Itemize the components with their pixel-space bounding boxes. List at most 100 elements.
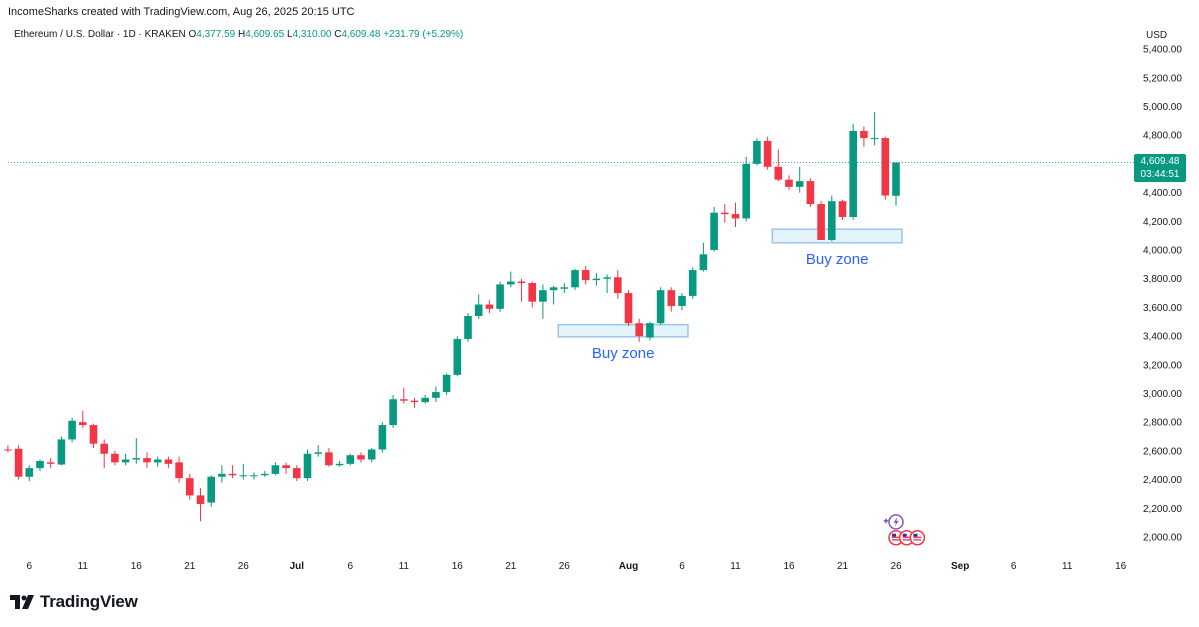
candle[interactable] [389, 394, 397, 428]
candle[interactable] [464, 313, 472, 342]
candle-body [806, 181, 815, 205]
candle[interactable] [507, 271, 515, 288]
candle[interactable] [143, 452, 151, 469]
us-flag-stripe [913, 539, 922, 541]
candle[interactable] [79, 410, 87, 428]
candle[interactable] [303, 449, 312, 482]
candle[interactable] [25, 465, 34, 482]
candle[interactable] [721, 204, 729, 223]
high-label: H [238, 29, 246, 40]
candle[interactable] [485, 300, 494, 314]
candle[interactable] [688, 267, 697, 299]
candle[interactable] [699, 242, 708, 272]
candle[interactable] [678, 293, 686, 311]
candle[interactable] [68, 417, 76, 443]
candle[interactable] [742, 156, 750, 222]
buy-zone-box[interactable] [771, 228, 903, 244]
candle[interactable] [560, 283, 569, 294]
candle[interactable] [731, 202, 740, 228]
candle[interactable] [228, 465, 237, 479]
candle[interactable] [46, 458, 55, 469]
candle[interactable] [528, 281, 536, 308]
candle[interactable] [239, 463, 248, 480]
candle[interactable] [335, 460, 344, 467]
candle[interactable] [881, 136, 890, 200]
candle[interactable] [400, 387, 408, 404]
currency-label[interactable]: USD [1146, 30, 1168, 41]
candle[interactable] [89, 423, 98, 449]
candle[interactable] [432, 386, 440, 403]
candle[interactable] [474, 294, 483, 319]
candle[interactable] [207, 475, 215, 507]
candle[interactable] [517, 278, 526, 302]
candle[interactable] [860, 126, 868, 147]
candle[interactable] [549, 285, 558, 305]
candle[interactable] [817, 201, 825, 240]
candle[interactable] [892, 162, 900, 206]
candle[interactable] [496, 281, 504, 312]
candle[interactable] [763, 136, 772, 170]
candle[interactable] [421, 394, 429, 404]
candle[interactable] [100, 439, 108, 469]
candle[interactable] [175, 456, 183, 483]
candle[interactable] [250, 472, 258, 480]
candle[interactable] [4, 445, 12, 453]
candle[interactable] [806, 178, 815, 207]
candle[interactable] [795, 166, 804, 193]
candle[interactable] [186, 473, 194, 500]
candle[interactable] [635, 318, 643, 342]
candle[interactable] [121, 453, 130, 466]
candle[interactable] [603, 274, 611, 294]
candle[interactable] [614, 270, 622, 299]
lightning-icon[interactable] [883, 514, 904, 530]
candle[interactable] [164, 456, 173, 469]
candle[interactable] [196, 488, 205, 522]
candle[interactable] [442, 373, 451, 395]
candle[interactable] [357, 452, 365, 463]
candle[interactable] [410, 397, 419, 408]
us-flag-icon[interactable] [909, 529, 926, 546]
candle[interactable] [539, 284, 547, 319]
candle[interactable] [132, 437, 141, 464]
y-tick-label: 3,200.00 [1143, 360, 1182, 371]
candle[interactable] [849, 123, 857, 220]
candle[interactable] [378, 422, 387, 453]
candle[interactable] [774, 149, 783, 182]
candle[interactable] [153, 456, 162, 467]
candle[interactable] [453, 336, 462, 377]
candle[interactable] [656, 287, 665, 325]
candle[interactable] [325, 448, 333, 467]
x-tick-label: 16 [1115, 561, 1127, 572]
candle[interactable] [218, 465, 226, 483]
candle[interactable] [753, 138, 761, 166]
candle[interactable] [57, 436, 66, 466]
candle[interactable] [36, 459, 44, 471]
candle[interactable] [624, 290, 633, 327]
candle-body [688, 270, 697, 296]
candle-body [560, 287, 569, 289]
y-tick-label: 3,400.00 [1143, 332, 1182, 343]
candle[interactable] [710, 206, 718, 252]
candle[interactable] [14, 445, 23, 480]
x-tick-label: 16 [452, 561, 464, 572]
candle[interactable] [271, 462, 280, 476]
candle[interactable] [282, 462, 290, 474]
candle[interactable] [785, 175, 793, 190]
candle[interactable] [293, 465, 301, 482]
candle[interactable] [592, 272, 601, 286]
candle[interactable] [870, 112, 879, 146]
candle[interactable] [646, 321, 654, 341]
candle[interactable] [367, 448, 376, 463]
candle[interactable] [260, 470, 269, 477]
candle[interactable] [346, 453, 355, 466]
buy-zone-box[interactable] [557, 323, 689, 338]
candle[interactable] [571, 268, 579, 291]
candle[interactable] [667, 287, 676, 312]
candle[interactable] [581, 265, 590, 285]
candle[interactable] [838, 199, 847, 220]
candle[interactable] [314, 445, 322, 457]
tradingview-logo[interactable]: TradingView [10, 592, 138, 612]
candle[interactable] [111, 450, 119, 466]
candle[interactable] [828, 195, 836, 242]
